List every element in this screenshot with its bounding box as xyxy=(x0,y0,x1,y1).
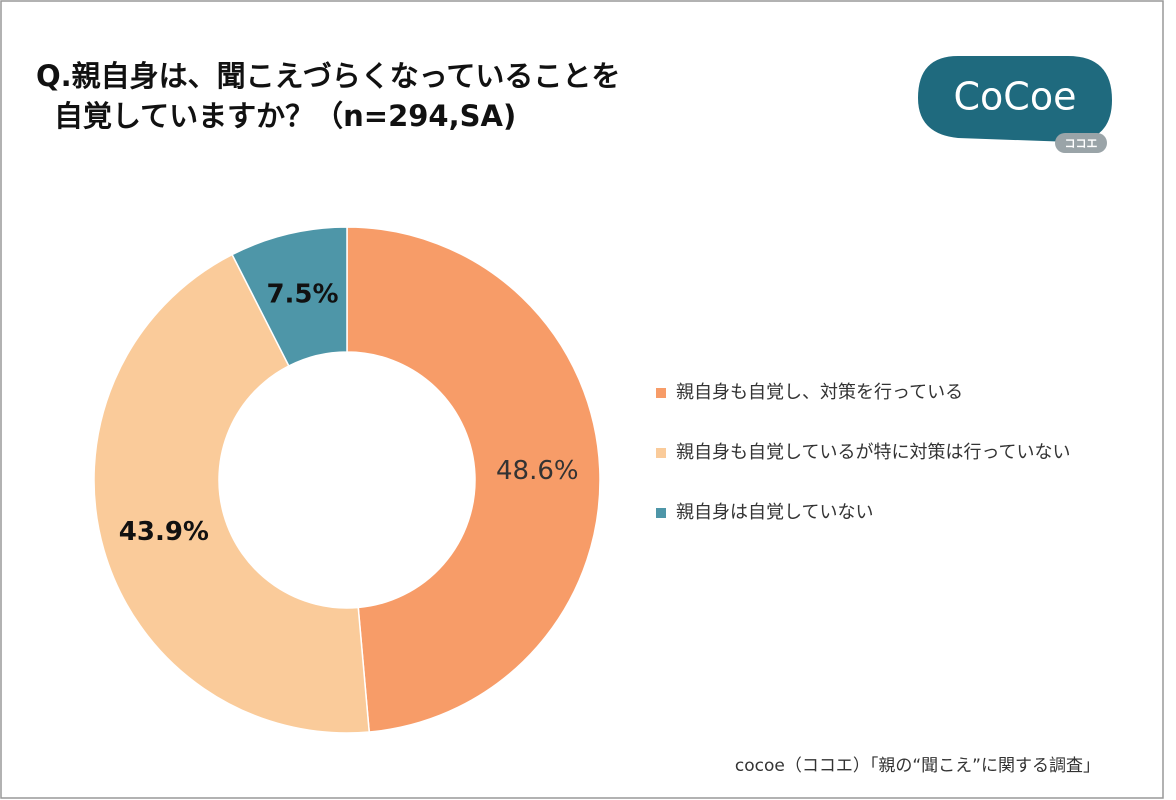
donut-segment xyxy=(93,253,371,734)
data-label: 43.9% xyxy=(119,517,209,547)
legend-label: 親自身は自覚していない xyxy=(676,502,873,523)
data-label: 48.6% xyxy=(496,456,579,486)
legend-label: 親自身も自覚しているが特に対策は行っていない xyxy=(676,442,1071,463)
data-label: 7.5% xyxy=(266,279,338,309)
donut-segment xyxy=(231,226,348,367)
logo-reading: ココエ xyxy=(1065,137,1098,150)
legend-marker xyxy=(656,508,666,518)
logo-text: CoCoe xyxy=(954,75,1077,119)
legend-marker xyxy=(656,448,666,458)
logo: CoCoe ココエ xyxy=(918,56,1112,153)
chart-title: Q.親自身は、聞こえづらくなっていることを xyxy=(36,59,620,93)
source: cocoe（ココエ）「親の“聞こえ”に関する調査」 xyxy=(735,756,1100,776)
legend-label: 親自身も自覚し、対策を行っている xyxy=(676,382,963,403)
logo-tag xyxy=(1055,133,1107,153)
donut-segment xyxy=(346,226,601,733)
chart-title: 自覚していますか？（n=294,SA) xyxy=(54,99,516,133)
legend-marker xyxy=(656,388,666,398)
logo-shape xyxy=(918,56,1112,142)
